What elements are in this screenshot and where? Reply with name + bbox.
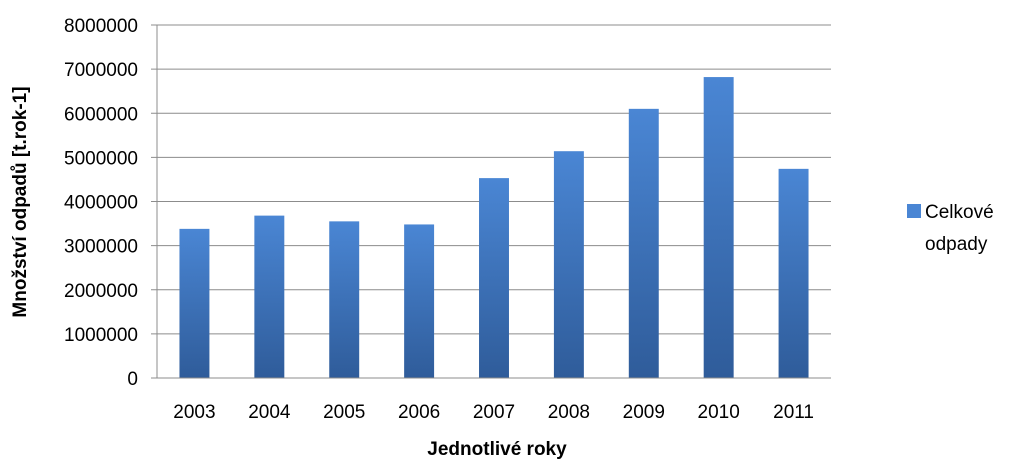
legend-swatch: [907, 204, 921, 218]
legend: Celkové odpady: [907, 202, 994, 255]
y-tick-label: 7000000: [64, 60, 138, 81]
y-tick-label: 5000000: [64, 148, 138, 169]
y-axis-title: Množství odpadů [t.rok-1]: [10, 86, 31, 317]
y-tick-label: 1000000: [64, 325, 138, 346]
bar-2009: [628, 108, 659, 379]
x-tick-label: 2003: [173, 402, 215, 423]
bar-2011: [778, 168, 809, 378]
axes: [156, 25, 831, 379]
bar-2007: [479, 178, 509, 378]
bar-2008: [553, 151, 584, 378]
y-tick-label: 3000000: [64, 237, 138, 258]
bar-2003: [179, 228, 210, 378]
x-tick-labels: 2003 2004 2005 2006 2007 2008 2009 2010 2011: [173, 402, 814, 423]
x-tick-label: 2007: [473, 402, 515, 423]
x-tick-label: 2008: [548, 402, 590, 423]
y-tick-label: 4000000: [64, 193, 138, 214]
bar-2005: [329, 221, 360, 378]
x-tick-label: 2006: [398, 402, 440, 423]
x-tick-label: 2011: [773, 402, 814, 423]
legend-label-line-2: odpady: [925, 234, 988, 255]
x-tick-label: 2004: [248, 402, 291, 423]
bar-2006: [404, 224, 435, 378]
y-tick-label: 6000000: [64, 104, 138, 125]
bars: [179, 77, 809, 379]
x-tick-label: 2010: [698, 402, 740, 423]
y-tick-label: 2000000: [64, 281, 138, 302]
bar-2010: [703, 77, 734, 378]
x-axis-title: Jednotlivé roky: [427, 439, 567, 460]
bar-2004: [254, 215, 285, 378]
y-tick-label: 0: [127, 369, 138, 390]
x-tick-label: 2005: [323, 402, 365, 423]
y-tick-label: 8000000: [64, 16, 138, 37]
x-tick-label: 2009: [623, 402, 665, 423]
legend-label-line-1: Celkové: [925, 202, 994, 223]
y-tick-labels: 0 1000000 2000000 3000000 4000000 5000000 6000…: [64, 16, 138, 390]
